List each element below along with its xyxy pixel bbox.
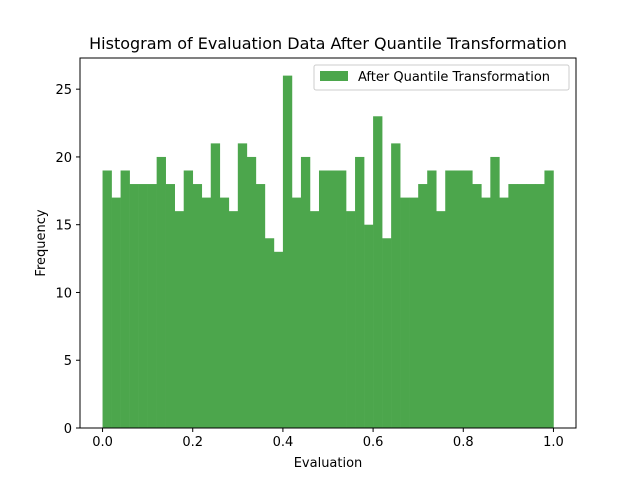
histogram-bar <box>174 211 185 428</box>
legend: After Quantile Transformation <box>313 64 570 91</box>
histogram-bar <box>328 170 338 428</box>
histogram-bar <box>291 197 302 428</box>
histogram-bar <box>282 75 293 428</box>
x-tick-label: 0.4 <box>273 435 294 450</box>
histogram-bar <box>355 156 365 428</box>
y-tick-label: 15 <box>55 219 72 234</box>
legend-frame <box>313 64 570 91</box>
histogram-bar <box>490 156 500 428</box>
y-tick-label: 20 <box>55 151 72 166</box>
histogram-bar <box>463 170 473 428</box>
histogram-bar <box>318 170 329 428</box>
histogram-bar <box>481 197 491 428</box>
histogram-bar <box>391 143 401 428</box>
histogram-bar <box>129 184 139 428</box>
histogram-bar <box>427 170 437 428</box>
y-tick-label: 10 <box>55 286 72 301</box>
x-tick-label: 0.8 <box>453 435 474 450</box>
histogram-bar <box>346 211 356 428</box>
histogram-bar <box>337 170 347 428</box>
histogram-bar <box>517 184 527 428</box>
histogram-bar <box>183 170 194 428</box>
histogram-bar <box>418 184 428 428</box>
histogram-bar <box>102 170 112 428</box>
histogram-bar <box>526 184 536 428</box>
histogram-bar <box>535 184 545 428</box>
histogram-bar <box>309 211 320 428</box>
histogram-bar <box>300 156 311 428</box>
x-tick-label: 1.0 <box>543 435 564 450</box>
bars-group <box>102 75 554 429</box>
histogram-bar <box>508 184 518 428</box>
histogram-bar <box>264 238 275 428</box>
histogram-bar <box>210 143 221 428</box>
histogram-bar <box>454 170 464 428</box>
x-tick-label: 0.6 <box>363 435 384 450</box>
histogram-bar <box>255 184 266 428</box>
histogram-bar <box>237 143 248 428</box>
y-axis-ticks: 0 5 10 15 20 25 <box>55 83 80 437</box>
histogram-bar <box>382 238 392 428</box>
x-tick-label: 0.0 <box>92 435 113 450</box>
histogram-bar <box>246 156 257 428</box>
x-axis-title: Evaluation <box>294 456 363 471</box>
histogram-bar <box>544 170 554 428</box>
y-tick-label: 0 <box>64 422 72 437</box>
histogram-bar <box>400 197 410 428</box>
y-axis-title: Frequency <box>34 209 49 276</box>
x-tick-label: 0.2 <box>182 435 203 450</box>
histogram-bar <box>373 116 383 429</box>
histogram-bar <box>436 211 446 428</box>
histogram-bar <box>165 184 175 428</box>
histogram-bar <box>409 197 419 428</box>
histogram-bar <box>147 184 157 428</box>
y-tick-label: 25 <box>55 83 72 98</box>
legend-swatch <box>320 71 348 81</box>
histogram-bar <box>364 224 374 428</box>
plot-frame <box>79 57 577 429</box>
chart-title: Histogram of Evaluation Data After Quant… <box>89 34 567 53</box>
y-tick-label: 5 <box>64 354 72 369</box>
histogram-bar <box>201 197 212 428</box>
histogram-bar <box>156 156 166 428</box>
legend-label: After Quantile Transformation <box>358 70 550 85</box>
histogram-bar <box>192 184 203 428</box>
histogram-bar <box>228 211 239 428</box>
histogram-bar <box>219 197 230 428</box>
histogram-bar <box>111 197 121 428</box>
histogram-bar <box>273 251 284 428</box>
histogram-bar <box>138 184 148 428</box>
histogram-bar <box>499 197 509 428</box>
histogram-bar <box>445 170 455 428</box>
histogram-bar <box>472 184 482 428</box>
histogram-bar <box>120 170 130 428</box>
x-axis-ticks: 0.0 0.2 0.4 0.6 0.8 1.0 <box>92 428 564 450</box>
